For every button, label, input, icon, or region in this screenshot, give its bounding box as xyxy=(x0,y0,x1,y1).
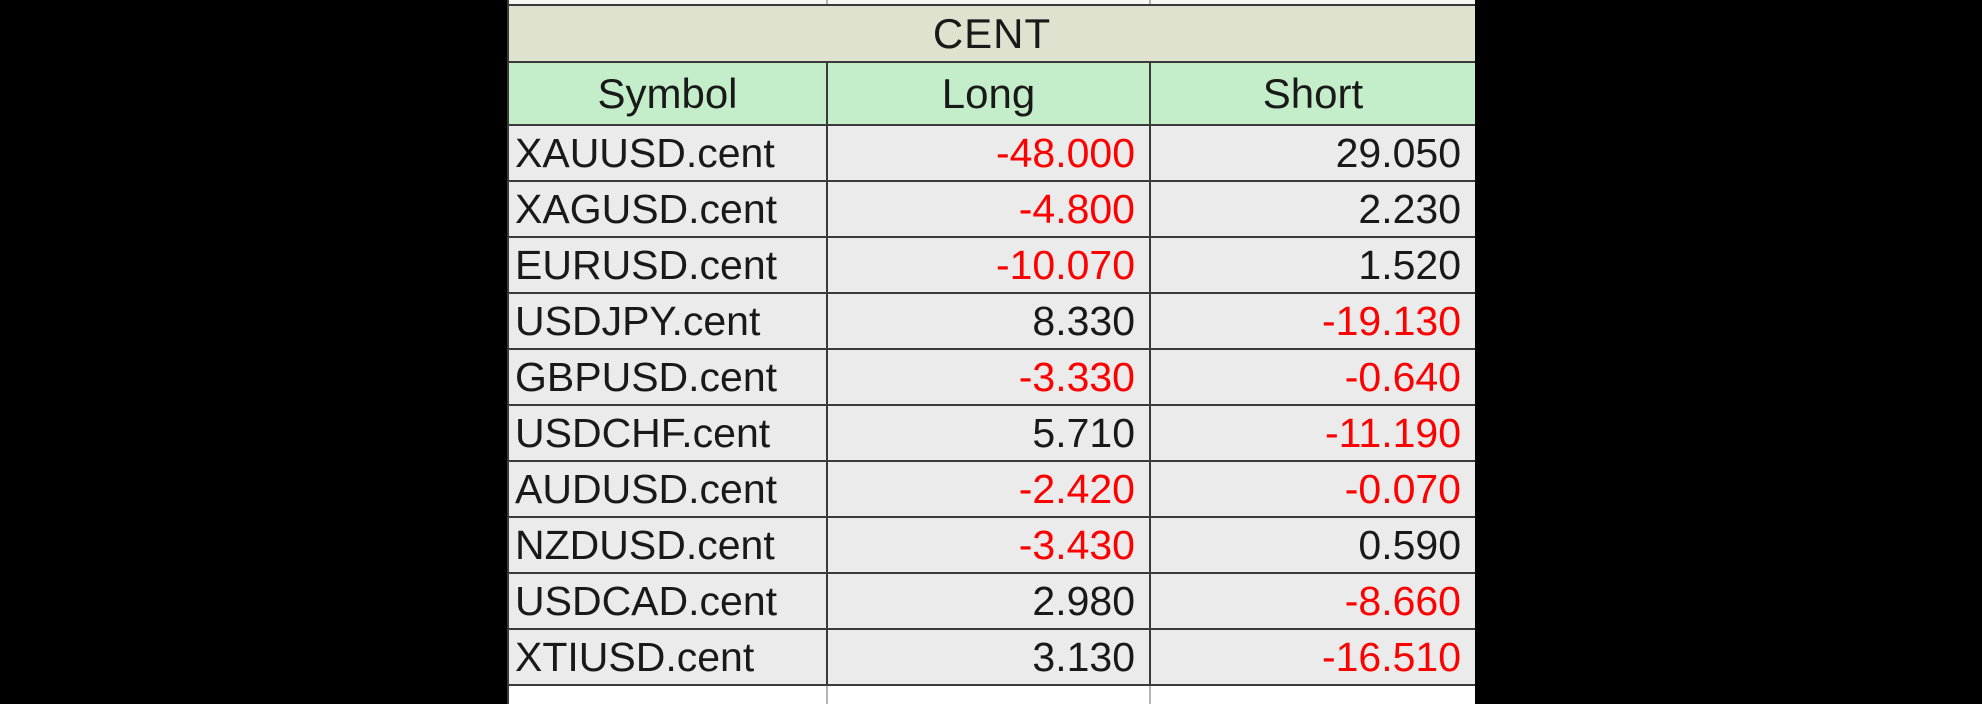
table-row: GBPUSD.cent -3.330 -0.640 xyxy=(507,348,1475,406)
short-cell: 29.050 xyxy=(1149,124,1475,182)
long-cell: -2.420 xyxy=(826,460,1151,518)
cent-swap-table: CENT Symbol Long Short XAUUSD.cent -48.00… xyxy=(507,0,1475,704)
cropped-cell xyxy=(507,0,828,6)
table-title-row: CENT xyxy=(507,4,1475,63)
short-cell: -16.510 xyxy=(1149,628,1475,686)
cropped-row-bottom xyxy=(507,684,1475,704)
column-header-symbol: Symbol xyxy=(507,61,828,126)
cropped-cell xyxy=(826,684,1151,704)
short-cell: 1.520 xyxy=(1149,236,1475,294)
symbol-cell: USDCHF.cent xyxy=(507,404,828,462)
column-header-short: Short xyxy=(1149,61,1475,126)
column-header-row: Symbol Long Short xyxy=(507,61,1475,126)
long-cell: 3.130 xyxy=(826,628,1151,686)
long-cell: -48.000 xyxy=(826,124,1151,182)
long-cell: 8.330 xyxy=(826,292,1151,350)
long-cell: 5.710 xyxy=(826,404,1151,462)
table-row: XAUUSD.cent -48.000 29.050 xyxy=(507,124,1475,182)
short-cell: 0.590 xyxy=(1149,516,1475,574)
cropped-cell xyxy=(1149,684,1475,704)
cropped-cell xyxy=(507,684,828,704)
table-row: USDJPY.cent 8.330 -19.130 xyxy=(507,292,1475,350)
table-row: XTIUSD.cent 3.130 -16.510 xyxy=(507,628,1475,686)
table-row: XAGUSD.cent -4.800 2.230 xyxy=(507,180,1475,238)
symbol-cell: XAUUSD.cent xyxy=(507,124,828,182)
symbol-cell: GBPUSD.cent xyxy=(507,348,828,406)
symbol-cell: XTIUSD.cent xyxy=(507,628,828,686)
table-title: CENT xyxy=(507,4,1475,63)
table-row: AUDUSD.cent -2.420 -0.070 xyxy=(507,460,1475,518)
symbol-cell: AUDUSD.cent xyxy=(507,460,828,518)
table-row: USDCAD.cent 2.980 -8.660 xyxy=(507,572,1475,630)
short-cell: -0.640 xyxy=(1149,348,1475,406)
symbol-cell: USDCAD.cent xyxy=(507,572,828,630)
short-cell: -0.070 xyxy=(1149,460,1475,518)
column-header-long: Long xyxy=(826,61,1151,126)
short-cell: -8.660 xyxy=(1149,572,1475,630)
symbol-cell: XAGUSD.cent xyxy=(507,180,828,238)
table-row: NZDUSD.cent -3.430 0.590 xyxy=(507,516,1475,574)
long-cell: -3.330 xyxy=(826,348,1151,406)
symbol-cell: NZDUSD.cent xyxy=(507,516,828,574)
table-row: EURUSD.cent -10.070 1.520 xyxy=(507,236,1475,294)
long-cell: -10.070 xyxy=(826,236,1151,294)
long-cell: -4.800 xyxy=(826,180,1151,238)
cropped-cell xyxy=(826,0,1151,6)
cropped-row-top xyxy=(507,0,1475,6)
cropped-cell xyxy=(1149,0,1475,6)
short-cell: -19.130 xyxy=(1149,292,1475,350)
long-cell: -3.430 xyxy=(826,516,1151,574)
cent-swap-table-container: CENT Symbol Long Short XAUUSD.cent -48.00… xyxy=(507,0,1475,704)
short-cell: 2.230 xyxy=(1149,180,1475,238)
long-cell: 2.980 xyxy=(826,572,1151,630)
symbol-cell: USDJPY.cent xyxy=(507,292,828,350)
table-row: USDCHF.cent 5.710 -11.190 xyxy=(507,404,1475,462)
short-cell: -11.190 xyxy=(1149,404,1475,462)
symbol-cell: EURUSD.cent xyxy=(507,236,828,294)
